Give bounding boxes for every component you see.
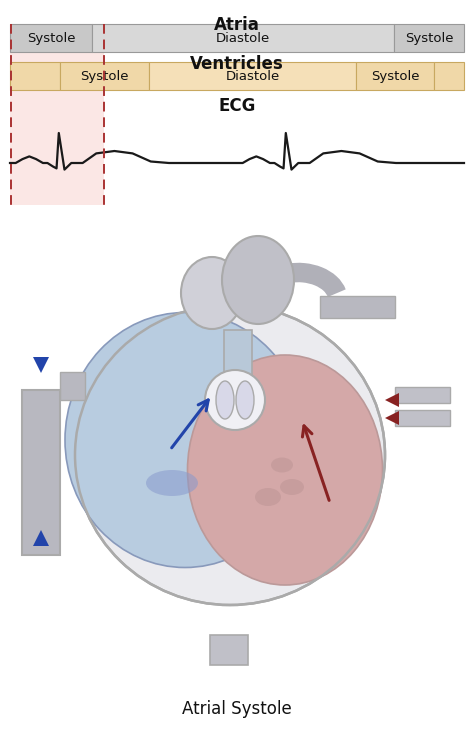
Bar xyxy=(60,62,149,90)
Text: Systole: Systole xyxy=(405,32,453,44)
Text: ECG: ECG xyxy=(219,97,255,115)
Ellipse shape xyxy=(188,355,383,585)
Ellipse shape xyxy=(75,305,385,605)
Bar xyxy=(10,62,60,90)
Circle shape xyxy=(205,370,265,430)
Bar xyxy=(10,24,92,52)
Text: Systole: Systole xyxy=(371,69,419,83)
Ellipse shape xyxy=(181,257,243,329)
Bar xyxy=(224,330,252,380)
Polygon shape xyxy=(33,357,49,373)
Ellipse shape xyxy=(271,458,293,472)
Bar xyxy=(22,390,60,555)
Bar xyxy=(10,24,104,205)
Ellipse shape xyxy=(146,470,198,496)
Bar xyxy=(356,62,434,90)
Text: Ventricles: Ventricles xyxy=(190,55,284,73)
Ellipse shape xyxy=(236,381,254,419)
Text: Systole: Systole xyxy=(80,69,129,83)
Text: Atria: Atria xyxy=(214,16,260,34)
Text: Diastole: Diastole xyxy=(225,69,280,83)
Bar xyxy=(434,62,464,90)
Bar xyxy=(210,635,248,665)
Ellipse shape xyxy=(216,381,234,419)
Bar xyxy=(395,410,450,426)
Ellipse shape xyxy=(255,488,281,506)
Ellipse shape xyxy=(222,236,294,324)
Ellipse shape xyxy=(65,312,305,567)
Ellipse shape xyxy=(280,479,304,495)
Bar xyxy=(60,372,85,400)
Bar xyxy=(320,296,395,318)
Polygon shape xyxy=(33,530,49,546)
Bar xyxy=(394,24,464,52)
Bar xyxy=(92,24,394,52)
Bar xyxy=(395,387,450,403)
Bar xyxy=(149,62,356,90)
Text: Systole: Systole xyxy=(27,32,75,44)
Polygon shape xyxy=(385,411,399,425)
Text: Atrial Systole: Atrial Systole xyxy=(182,700,292,718)
Polygon shape xyxy=(385,393,399,407)
Text: Diastole: Diastole xyxy=(216,32,270,44)
